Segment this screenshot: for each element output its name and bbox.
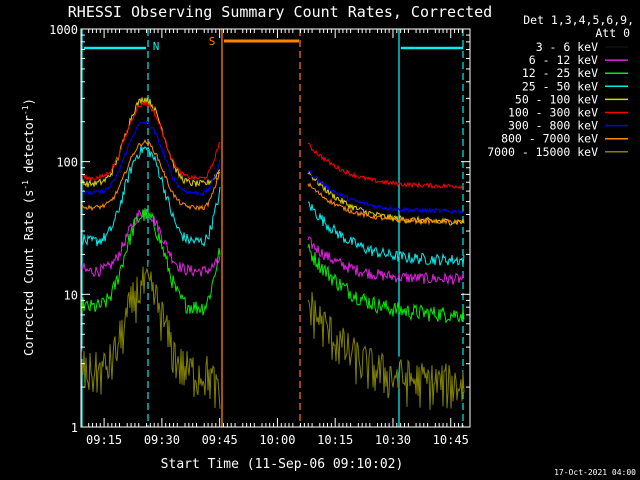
series-7 [80, 120, 465, 215]
plot-frame [80, 28, 471, 428]
x-tick-label: 09:30 [144, 433, 180, 447]
legend-entry-label: 800 - 7000 keV [501, 132, 598, 146]
legend-entry-label: 300 - 800 keV [508, 119, 598, 133]
series-6 [80, 100, 465, 190]
series-line-pre-saa [80, 208, 221, 278]
series-line-post-saa [307, 170, 465, 215]
series-2 [80, 208, 465, 286]
y-axis-label-part: detector [22, 115, 36, 180]
series-line-post-saa [307, 201, 465, 266]
series-line-post-saa [307, 236, 465, 286]
y-axis-label-part: Corrected Count Rate (s [22, 190, 36, 356]
series-line-pre-saa [80, 207, 221, 316]
x-tick-label: 10:15 [317, 433, 353, 447]
footer-date: 17-Oct-2021 04:00 [554, 468, 636, 477]
series-line-pre-saa [80, 96, 221, 188]
y-tick-label: 10 [64, 288, 78, 302]
night-label: N [153, 40, 160, 53]
y-tick-label: 1 [71, 421, 78, 435]
legend-entry-label: 25 - 50 keV [522, 79, 598, 93]
x-tick-label: 10:00 [259, 433, 295, 447]
saa-label: S [209, 35, 216, 48]
series-line-pre-saa [80, 100, 221, 182]
legend-entry-label: 100 - 300 keV [508, 106, 598, 120]
series-3 [80, 207, 465, 324]
legend-header-line2: Att 0 [595, 26, 630, 40]
y-axis-label-sup: -1 [21, 105, 30, 115]
series-line-pre-saa [80, 144, 221, 248]
series-line-post-saa [307, 278, 465, 392]
x-tick-label: 09:45 [202, 433, 238, 447]
series-line-post-saa [307, 142, 465, 190]
legend-entry-label: 50 - 100 keV [515, 92, 598, 106]
legend-entry-label: 12 - 25 keV [522, 66, 598, 80]
series-5 [80, 96, 465, 226]
x-tick-label: 10:30 [375, 433, 411, 447]
legend-entry-label: 6 - 12 keV [529, 53, 598, 67]
series-layer [80, 96, 465, 410]
series-9 [80, 266, 465, 410]
x-tick-label: 10:45 [433, 433, 469, 447]
x-tick-label: 09:15 [86, 433, 122, 447]
series-line-post-saa [307, 291, 465, 410]
y-axis-label: Corrected Count Rate (s-1 detector-1) [21, 98, 36, 356]
legend-entry-label: 7000 - 15000 keV [487, 145, 598, 159]
axes: 1 10 100 1000 09:15 09:30 09:45 10:00 10:15 10:30… [49, 23, 471, 447]
series-8 [80, 139, 465, 226]
series-line-pre-saa [80, 120, 221, 197]
series-4 [80, 144, 465, 266]
y-tick-label: 100 [56, 156, 78, 170]
series-line-post-saa [307, 182, 465, 226]
legend-entry-label: 3 - 6 keV [536, 40, 598, 54]
x-axis-label: Start Time (11-Sep-06 09:10:02) [161, 457, 404, 472]
series-line-pre-saa [80, 139, 221, 212]
series-line-pre-saa [80, 266, 221, 409]
chart-title: RHESSI Observing Summary Count Rates, Co… [68, 3, 492, 21]
series-line-post-saa [307, 243, 465, 324]
legend-header-line1: Det 1,3,4,5,6,9, [523, 13, 634, 27]
series-line-post-saa [307, 170, 465, 226]
y-tick-label: 1000 [49, 23, 78, 37]
y-axis-label-part: ) [22, 98, 36, 105]
y-axis-label-sup: -1 [21, 180, 30, 190]
